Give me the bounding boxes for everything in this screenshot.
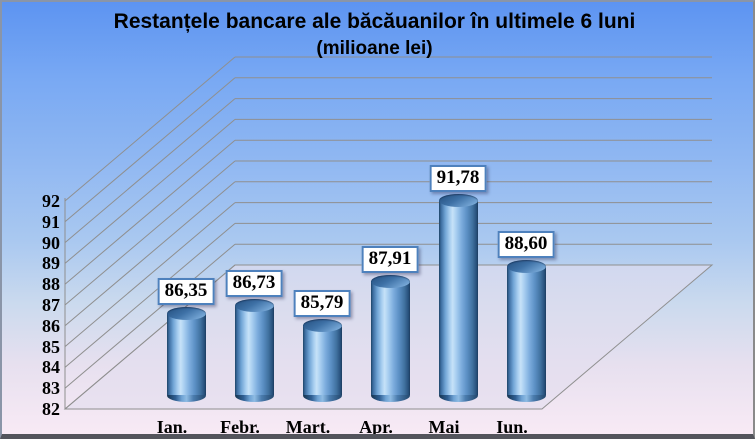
y-axis-tick-label: 85 — [42, 336, 60, 357]
y-axis-tick-label: 87 — [42, 295, 60, 315]
title-block: Restanțele bancare ale băcăuanilor în ul… — [2, 8, 747, 60]
gridline-diagonal — [64, 223, 236, 368]
cylinder-bar-top — [166, 307, 206, 321]
cylinder-bar — [302, 325, 342, 395]
cylinder-bar-top — [370, 274, 410, 288]
cylinder-bar-top — [302, 318, 342, 332]
y-axis-tick-label: 89 — [42, 253, 60, 274]
bar-value-label: 86,73 — [225, 270, 283, 298]
y-axis-tick-label: 91 — [42, 211, 60, 232]
category-label: Apr. — [359, 417, 393, 437]
gridline-diagonal — [64, 56, 236, 202]
cylinder-bar-top — [506, 260, 546, 274]
category-label: Iun. — [496, 417, 528, 437]
y-axis-tick-label: 90 — [42, 232, 60, 253]
cylinder-bar — [506, 266, 546, 395]
cylinder-bar — [166, 313, 206, 395]
gridline-diagonal — [64, 160, 236, 306]
gridline-diagonal — [64, 98, 236, 243]
chart-subtitle: (milioane lei) — [316, 38, 433, 60]
gridline-diagonal — [64, 181, 236, 327]
category-label: Ian. — [156, 417, 188, 437]
gridline-diagonal — [64, 119, 236, 264]
bar-value-label: 86,35 — [157, 278, 215, 306]
y-axis-tick-label: 84 — [42, 357, 60, 378]
cylinder-bar — [438, 200, 478, 395]
bar-value-label: 87,91 — [361, 245, 419, 273]
chart-title: Restanțele bancare ale băcăuanilor în ul… — [113, 10, 636, 33]
cylinder-bar-top — [438, 194, 478, 208]
gridline-diagonal — [64, 202, 236, 347]
gridline-diagonal — [64, 77, 236, 223]
y-axis-tick-label: 83 — [42, 378, 60, 399]
category-label: Febr. — [220, 417, 260, 437]
cylinder-bar-top — [234, 299, 274, 313]
y-axis-tick-label: 82 — [42, 399, 60, 419]
bar-value-label: 85,79 — [293, 289, 351, 317]
gridline-diagonal — [64, 243, 236, 389]
category-label: Mai — [428, 417, 460, 437]
category-label: Mart. — [285, 417, 331, 437]
y-axis-tick-label: 88 — [42, 274, 60, 295]
y-axis-tick-label: 86 — [42, 315, 60, 336]
cylinder-bar — [370, 281, 410, 395]
y-axis-tick-label: 92 — [42, 191, 60, 211]
gridline-diagonal — [64, 139, 236, 285]
cylinder-bar — [234, 305, 274, 395]
bar-value-label: 91,78 — [429, 165, 487, 193]
bar-value-label: 88,60 — [497, 231, 555, 259]
